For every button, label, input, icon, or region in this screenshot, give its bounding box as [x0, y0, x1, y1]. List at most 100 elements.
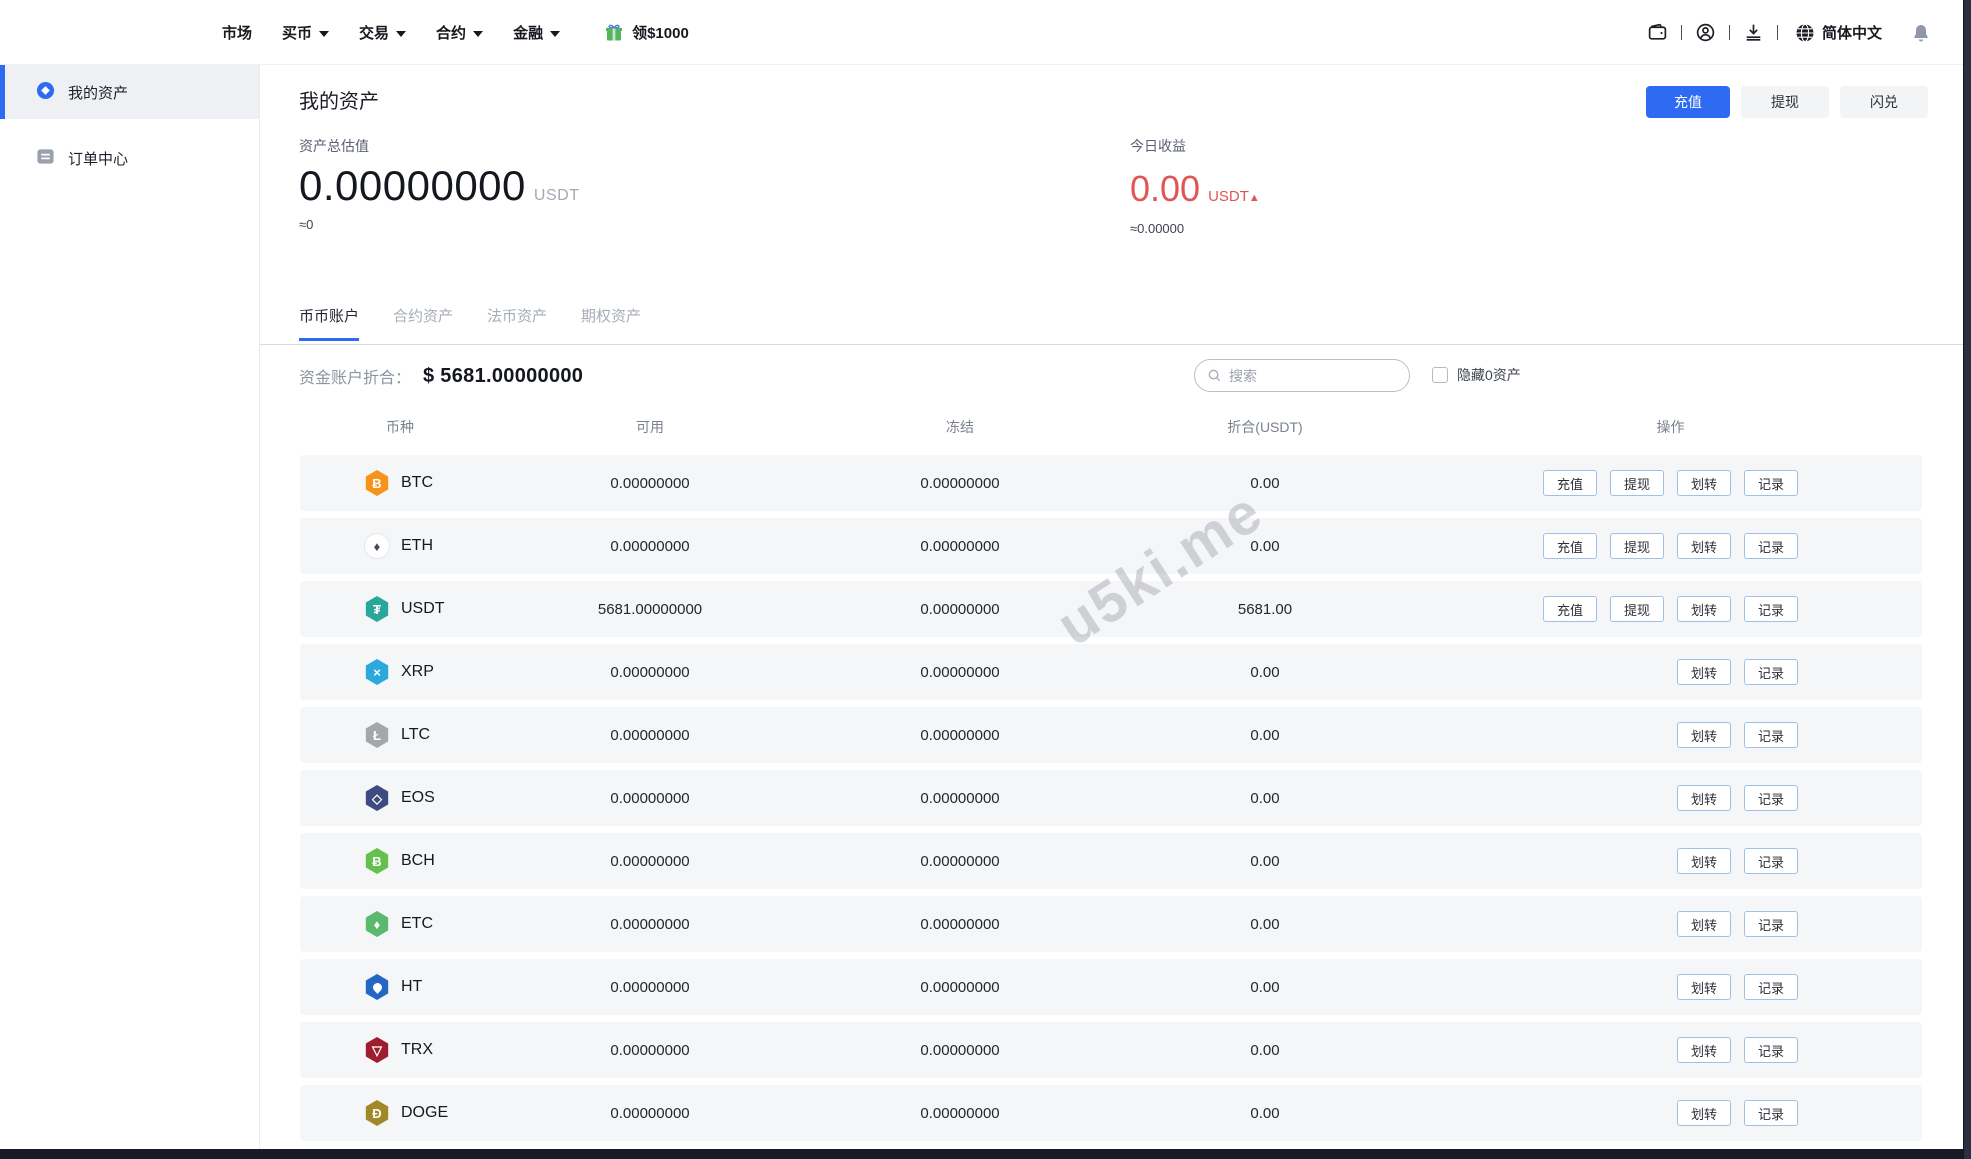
- chevron-down-icon: [396, 30, 407, 37]
- hide-zero-assets-toggle[interactable]: 隐藏0资产: [1432, 365, 1521, 385]
- vertical-scrollbar[interactable]: [1963, 0, 1971, 1159]
- table-row-trx: ▽ TRX 0.00000000 0.00000000 0.00 划转 记录: [300, 1022, 1922, 1078]
- converted-amount: 0.00: [1250, 1104, 1280, 1122]
- row-transfer-button[interactable]: 划转: [1677, 911, 1731, 937]
- table-row-ht: HT 0.00000000 0.00000000 0.00 划转 记录: [300, 959, 1922, 1015]
- coin-symbol: ETH: [401, 537, 433, 554]
- language-selector[interactable]: 简体中文: [1795, 22, 1882, 43]
- coin-cell: Ƀ BTC: [364, 455, 433, 511]
- sidebar-item-label: 我的资产: [68, 84, 129, 102]
- row-withdraw-button[interactable]: 提现: [1610, 596, 1664, 622]
- row-transfer-button[interactable]: 划转: [1677, 785, 1731, 811]
- account-icon[interactable]: [1695, 22, 1716, 43]
- nav-item-4[interactable]: 金融: [513, 22, 561, 43]
- total-assets-block: 资产总估值 0.00000000 USDT ≈0: [299, 136, 579, 232]
- nav-item-label: 买币: [282, 25, 313, 42]
- row-transfer-button[interactable]: 划转: [1677, 470, 1731, 496]
- nav-item-2[interactable]: 交易: [359, 22, 407, 43]
- available-amount: 0.00000000: [610, 852, 690, 870]
- coin-symbol: DOGE: [401, 1104, 449, 1121]
- coin-glyph: Đ: [372, 1105, 382, 1121]
- nav-item-3[interactable]: 合约: [436, 22, 484, 43]
- row-record-button[interactable]: 记录: [1744, 470, 1798, 496]
- nav-item-1[interactable]: 买币: [282, 22, 330, 43]
- row-actions: 充值 提现 划转 记录: [1543, 518, 1798, 574]
- tab-0[interactable]: 币币账户: [299, 305, 360, 341]
- hide-zero-checkbox[interactable]: [1432, 367, 1448, 383]
- available-amount: 0.00000000: [610, 726, 690, 744]
- separator: [1728, 25, 1730, 40]
- download-app-icon[interactable]: [1743, 22, 1764, 43]
- nav-item-bonus[interactable]: 领$1000: [604, 22, 689, 43]
- converted-amount: 5681.00: [1237, 600, 1293, 618]
- sidebar-item-1[interactable]: 订单中心: [0, 137, 259, 179]
- row-transfer-button[interactable]: 划转: [1677, 596, 1731, 622]
- row-withdraw-button[interactable]: 提现: [1610, 533, 1664, 559]
- top-navigation: 市场 买币 交易 合约 金融 领$1000: [0, 0, 1971, 65]
- chevron-down-icon: [319, 30, 330, 37]
- row-withdraw-button[interactable]: 提现: [1610, 470, 1664, 496]
- row-transfer-button[interactable]: 划转: [1677, 848, 1731, 874]
- search-input[interactable]: [1229, 367, 1379, 384]
- search-box[interactable]: [1194, 359, 1410, 392]
- coin-glyph: ♦: [373, 538, 381, 554]
- row-transfer-button[interactable]: 划转: [1677, 974, 1731, 1000]
- available-amount: 0.00000000: [610, 474, 690, 492]
- available-amount: 0.00000000: [610, 789, 690, 807]
- nav-item-0[interactable]: 市场: [222, 22, 252, 43]
- converted-amount: 0.00: [1250, 474, 1280, 492]
- coin-glyph: ◇: [372, 790, 382, 806]
- row-record-button[interactable]: 记录: [1744, 596, 1798, 622]
- separator: [1776, 25, 1778, 40]
- available-amount: 0.00000000: [610, 1104, 690, 1122]
- column-header-0: 币种: [386, 419, 414, 435]
- row-record-button[interactable]: 记录: [1744, 848, 1798, 874]
- row-transfer-button[interactable]: 划转: [1677, 722, 1731, 748]
- row-record-button[interactable]: 记录: [1744, 785, 1798, 811]
- row-transfer-button[interactable]: 划转: [1677, 533, 1731, 559]
- row-deposit-button[interactable]: 充值: [1543, 596, 1597, 622]
- row-transfer-button[interactable]: 划转: [1677, 1100, 1731, 1126]
- withdraw-button[interactable]: 提现: [1741, 86, 1829, 118]
- available-amount: 0.00000000: [610, 663, 690, 681]
- coin-symbol: BCH: [401, 852, 435, 869]
- table-row-ltc: Ł LTC 0.00000000 0.00000000 0.00 划转 记录: [300, 707, 1922, 763]
- today-profit-block: 今日收益 0.00 USDT▲ ≈0.00000: [1130, 136, 1260, 236]
- usdt-coin-icon: ₮: [365, 596, 389, 622]
- converted-amount: 0.00: [1250, 915, 1280, 933]
- coin-glyph: ♦: [373, 916, 381, 932]
- row-transfer-button[interactable]: 划转: [1677, 1037, 1731, 1063]
- row-record-button[interactable]: 记录: [1744, 722, 1798, 748]
- frozen-amount: 0.00000000: [920, 789, 1000, 807]
- tab-1[interactable]: 合约资产: [393, 308, 454, 325]
- bonus-label: 领$1000: [632, 25, 689, 42]
- row-transfer-button[interactable]: 划转: [1677, 659, 1731, 685]
- available-amount: 0.00000000: [610, 537, 690, 555]
- coin-cell: Đ DOGE: [364, 1085, 448, 1141]
- row-deposit-button[interactable]: 充值: [1543, 470, 1597, 496]
- tab-3[interactable]: 期权资产: [581, 308, 642, 325]
- available-amount: 5681.00000000: [597, 600, 703, 618]
- row-record-button[interactable]: 记录: [1744, 533, 1798, 559]
- sidebar-item-0[interactable]: 我的资产: [0, 65, 259, 119]
- frozen-amount: 0.00000000: [920, 1041, 1000, 1059]
- notifications-bell-icon[interactable]: [1911, 23, 1931, 43]
- row-actions: 划转 记录: [1677, 707, 1798, 763]
- frozen-amount: 0.00000000: [920, 537, 1000, 555]
- account-tabs: 币币账户 合约资产 法币资产 期权资产: [299, 305, 641, 341]
- tab-2[interactable]: 法币资产: [487, 308, 548, 325]
- flash-exchange-button[interactable]: 闪兑: [1840, 86, 1928, 118]
- coin-glyph: [370, 980, 384, 994]
- row-record-button[interactable]: 记录: [1744, 1037, 1798, 1063]
- deposit-button[interactable]: 充值: [1646, 86, 1730, 118]
- row-record-button[interactable]: 记录: [1744, 1100, 1798, 1126]
- row-record-button[interactable]: 记录: [1744, 659, 1798, 685]
- column-header-3: 折合(USDT): [1227, 419, 1303, 435]
- row-record-button[interactable]: 记录: [1744, 911, 1798, 937]
- wallet-icon[interactable]: [1647, 22, 1668, 43]
- row-record-button[interactable]: 记录: [1744, 974, 1798, 1000]
- row-deposit-button[interactable]: 充值: [1543, 533, 1597, 559]
- total-assets-approx: ≈0: [299, 217, 314, 232]
- table-row-eos: ◇ EOS 0.00000000 0.00000000 0.00 划转 记录: [300, 770, 1922, 826]
- ltc-coin-icon: Ł: [365, 722, 389, 748]
